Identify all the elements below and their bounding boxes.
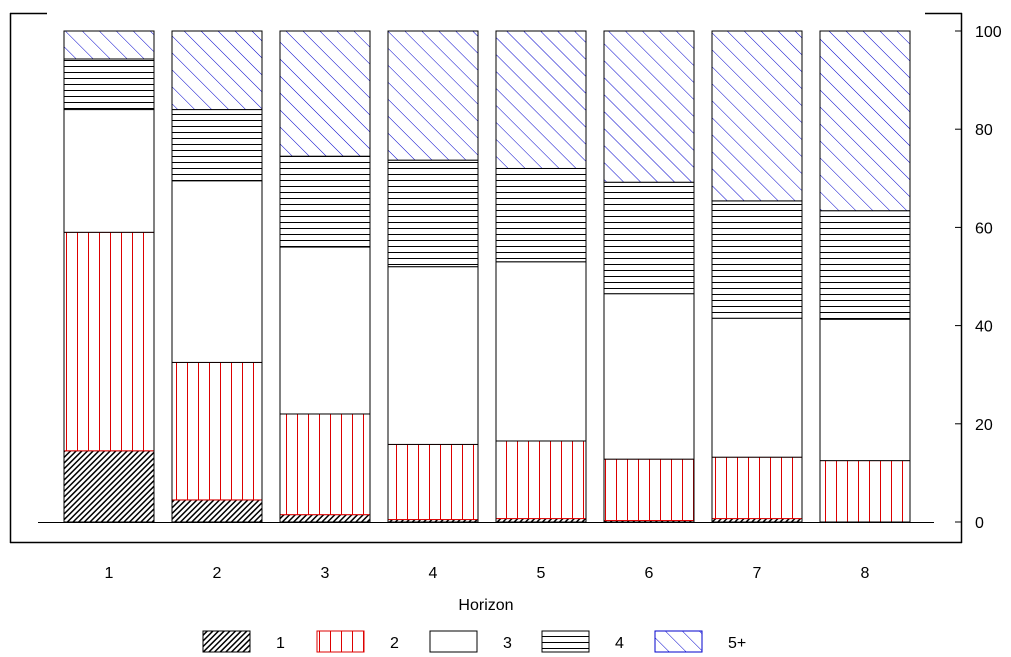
legend: 1 2 3 4 5+ bbox=[202, 630, 746, 653]
bar-segment-8-4 bbox=[819, 210, 911, 320]
legend-item-2: 2 bbox=[316, 630, 399, 653]
bar-outline bbox=[279, 30, 371, 523]
x-tick-label: 5 bbox=[537, 565, 546, 582]
bar-segment-2-3 bbox=[171, 180, 263, 363]
bars bbox=[38, 30, 934, 523]
bar-outline bbox=[711, 30, 803, 523]
bar-stack-8 bbox=[819, 30, 911, 523]
bar-segment-2-4 bbox=[171, 109, 263, 182]
bar-segment-8-5+ bbox=[819, 30, 911, 212]
bar-segment-3-3 bbox=[279, 246, 371, 415]
bar-segment-3-1 bbox=[279, 514, 371, 523]
x-axis-label: Horizon bbox=[458, 597, 513, 614]
bar-segment-6-4 bbox=[603, 181, 695, 295]
bar-segment-7-1 bbox=[711, 518, 803, 523]
x-tick-label: 6 bbox=[645, 565, 654, 582]
bar-segment-4-5+ bbox=[387, 30, 479, 161]
x-tick-label: 1 bbox=[105, 565, 114, 582]
y-tick-label: 100 bbox=[975, 24, 1002, 41]
bar-segment-3-5+ bbox=[279, 30, 371, 157]
bar-segment-1-2 bbox=[63, 231, 155, 452]
bar-segment-3-4 bbox=[279, 155, 371, 248]
bar-stack-6 bbox=[603, 30, 695, 523]
bar-outline bbox=[63, 30, 155, 523]
bar-segment-7-2 bbox=[711, 456, 803, 520]
bar-segment-8-2 bbox=[819, 460, 911, 523]
bar-segment-7-4 bbox=[711, 200, 803, 319]
bar-stack-2 bbox=[171, 30, 263, 523]
bar-stack-4 bbox=[387, 30, 479, 523]
legend-swatch bbox=[541, 630, 590, 653]
legend-item-1: 1 bbox=[202, 630, 285, 653]
bar-segment-3-2 bbox=[279, 413, 371, 516]
bar-segment-1-4 bbox=[63, 58, 155, 111]
legend-swatch bbox=[316, 630, 365, 653]
legend-swatch bbox=[429, 630, 478, 653]
bar-segment-2-2 bbox=[171, 361, 263, 501]
bar-segment-5-5+ bbox=[495, 30, 587, 169]
bar-segment-8-3 bbox=[819, 318, 911, 462]
legend-label: 5+ bbox=[728, 635, 746, 652]
bar-segment-6-5+ bbox=[603, 30, 695, 183]
x-tick-label: 7 bbox=[753, 565, 762, 582]
legend-swatch bbox=[202, 630, 251, 653]
y-tick-label: 80 bbox=[975, 122, 993, 139]
legend-item-3: 3 bbox=[429, 630, 512, 653]
bar-segment-5-1 bbox=[495, 518, 587, 523]
y-tick-label: 60 bbox=[975, 220, 993, 237]
x-tick-label: 2 bbox=[213, 565, 222, 582]
bar-segment-6-3 bbox=[603, 293, 695, 460]
bar-stack-5 bbox=[495, 30, 587, 523]
bar-segment-4-2 bbox=[387, 443, 479, 521]
bar-segment-1-1 bbox=[63, 450, 155, 523]
legend-item-5+: 5+ bbox=[654, 630, 746, 653]
bar-segment-1-3 bbox=[63, 109, 155, 233]
x-tick-label: 4 bbox=[429, 565, 438, 582]
bar-stack-3 bbox=[279, 30, 371, 523]
legend-swatch bbox=[654, 630, 703, 653]
legend-item-4: 4 bbox=[541, 630, 624, 653]
legend-label: 3 bbox=[503, 635, 512, 652]
legend-label: 2 bbox=[390, 635, 399, 652]
bar-segment-5-2 bbox=[495, 440, 587, 520]
bar-segment-2-1 bbox=[171, 499, 263, 523]
bar-segment-1-5+ bbox=[63, 30, 155, 60]
y-tick-label: 40 bbox=[975, 319, 993, 336]
bar-outline bbox=[495, 30, 587, 523]
bar-segment-4-3 bbox=[387, 266, 479, 445]
bar-outline bbox=[819, 30, 911, 523]
bar-segment-7-3 bbox=[711, 317, 803, 458]
bar-segment-6-2 bbox=[603, 458, 695, 522]
bar-outline bbox=[171, 30, 263, 523]
bar-segment-2-5+ bbox=[171, 30, 263, 111]
bar-stack-7 bbox=[711, 30, 803, 523]
legend-label: 4 bbox=[615, 635, 624, 652]
x-tick-label: 3 bbox=[321, 565, 330, 582]
legend-label: 1 bbox=[276, 635, 285, 652]
bar-segment-5-4 bbox=[495, 167, 587, 263]
bar-segment-7-5+ bbox=[711, 30, 803, 202]
bar-outline bbox=[387, 30, 479, 523]
y-tick-label: 20 bbox=[975, 417, 993, 434]
x-tick-label: 8 bbox=[861, 565, 870, 582]
bar-segment-5-3 bbox=[495, 261, 587, 442]
bar-stack-1 bbox=[63, 30, 155, 523]
x-axis: 1 2 3 4 5 6 7 8 bbox=[105, 565, 870, 582]
y-axis: 0 20 40 60 80 100 bbox=[955, 24, 1002, 532]
y-tick-label: 0 bbox=[975, 515, 984, 532]
bar-segment-4-4 bbox=[387, 159, 479, 268]
bar-outline bbox=[603, 30, 695, 523]
